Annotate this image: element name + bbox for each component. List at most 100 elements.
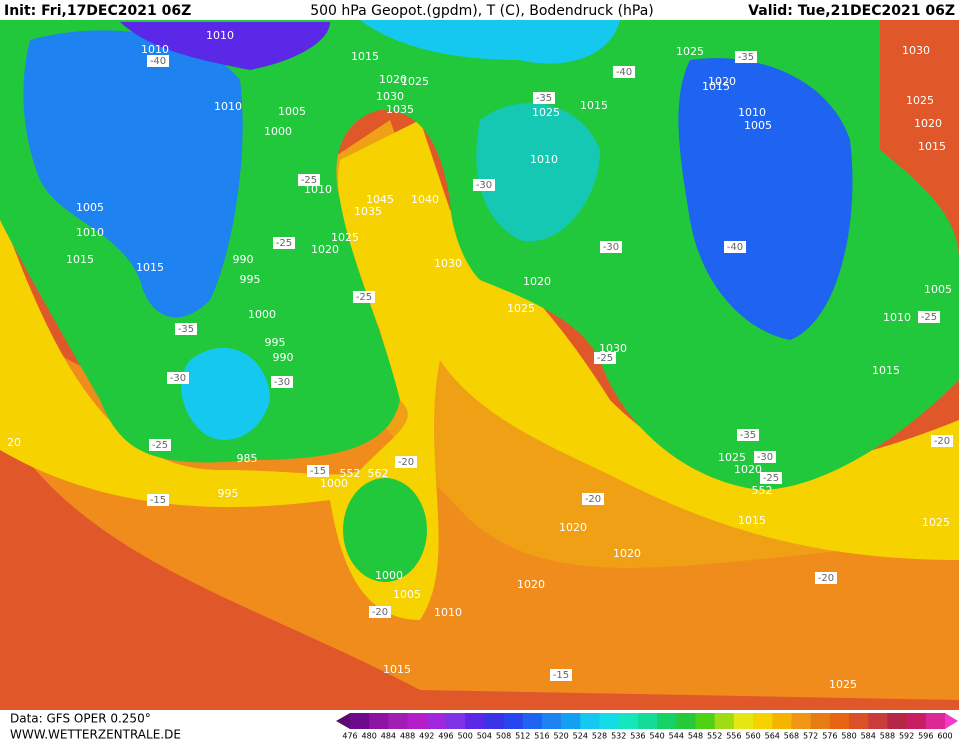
- temperature-label-box: [273, 237, 295, 249]
- temperature-label-box: [931, 435, 953, 447]
- pressure-label: 20: [7, 436, 21, 449]
- legend-segment: [350, 713, 370, 729]
- pressure-label: 1015: [66, 253, 94, 266]
- temperature-label: -35: [536, 93, 552, 104]
- temperature-label: -30: [603, 242, 619, 253]
- pressure-label: 995: [218, 487, 239, 500]
- valid-time: Valid: Tue,21DEC2021 06Z: [748, 3, 955, 19]
- pressure-label: 1010: [141, 43, 169, 56]
- pressure-label: 1010: [530, 153, 558, 166]
- temperature-label-box: [550, 669, 572, 681]
- pressure-label: 1020: [523, 275, 551, 288]
- legend-segment: [561, 713, 581, 729]
- pressure-label: 1025: [922, 516, 950, 529]
- pressure-label: 1010: [76, 226, 104, 239]
- legend-tick-label: 564: [765, 732, 780, 741]
- pressure-label: 995: [265, 336, 286, 349]
- legend-tick-label: 540: [649, 732, 664, 741]
- legend-tick-label: 548: [688, 732, 703, 741]
- pressure-label: 1025: [401, 75, 429, 88]
- temperature-label-box: [724, 241, 746, 253]
- temperature-label: -30: [757, 452, 773, 463]
- temperature-label-box: [473, 179, 495, 191]
- legend-segment: [580, 713, 601, 729]
- pressure-label: 1010: [434, 606, 462, 619]
- temperature-label: -15: [553, 670, 569, 681]
- legend-tick-label: 584: [861, 732, 876, 741]
- pressure-label: 1030: [434, 257, 462, 270]
- legend-segment: [369, 713, 389, 729]
- pressure-label: 1025: [331, 231, 359, 244]
- temperature-label: -20: [818, 573, 834, 584]
- pressure-label: 1025: [532, 106, 560, 119]
- temperature-label: -40: [150, 56, 166, 67]
- legend-segment: [407, 713, 428, 729]
- temperature-label-box: [815, 572, 837, 584]
- temperature-label-box: [175, 323, 197, 335]
- legend-tick-label: 500: [458, 732, 473, 741]
- pressure-label: 1025: [507, 302, 535, 315]
- legend-tick-label: 576: [822, 732, 837, 741]
- legend-tick-label: 580: [841, 732, 856, 741]
- pressure-label: 1010: [214, 100, 242, 113]
- legend-tick-label: 536: [630, 732, 645, 741]
- pressure-label: 1005: [744, 119, 772, 132]
- legend-tick-label: 480: [362, 732, 377, 741]
- legend-segment: [887, 713, 908, 729]
- legend-segment: [445, 713, 466, 729]
- temperature-label: -20: [585, 494, 601, 505]
- pressure-label: 990: [273, 351, 294, 364]
- pressure-label: 1010: [883, 311, 911, 324]
- legend-segment: [388, 713, 409, 729]
- pressure-label: 1000: [375, 569, 403, 582]
- pressure-label: 1020: [708, 75, 736, 88]
- pressure-label: 1015: [351, 50, 379, 63]
- pressure-label: 1015: [136, 261, 164, 274]
- pressure-label: 1000: [248, 308, 276, 321]
- pressure-label: 1015: [918, 140, 946, 153]
- pressure-label: 1020: [311, 243, 339, 256]
- temperature-label: -25: [276, 238, 292, 249]
- temperature-label-box: [369, 606, 391, 618]
- pressure-label: 1020: [517, 578, 545, 591]
- legend-tick-label: 544: [669, 732, 684, 741]
- pressure-label: 1005: [76, 201, 104, 214]
- legend-segment: [714, 713, 735, 729]
- temperature-label: -20: [934, 436, 950, 447]
- pressure-label: 1015: [702, 80, 730, 93]
- temperature-label-box: [582, 493, 604, 505]
- pressure-label: 1025: [829, 678, 857, 691]
- legend-segment: [637, 713, 658, 729]
- pressure-label: 990: [233, 253, 254, 266]
- temperature-label: -15: [310, 466, 326, 477]
- temperature-label: -25: [356, 292, 372, 303]
- legend-arrow-right: [945, 713, 958, 729]
- pressure-label: 1005: [393, 588, 421, 601]
- legend-tick-label: 508: [496, 732, 511, 741]
- temperature-label-box: [353, 291, 375, 303]
- pressure-label: 1020: [613, 547, 641, 560]
- temperature-label-box: [271, 376, 293, 388]
- legend-tick-label: 492: [419, 732, 434, 741]
- legend-segment: [695, 713, 716, 729]
- pressure-label: 1045: [366, 193, 394, 206]
- temperature-label: -30: [476, 180, 492, 191]
- legend-segment: [868, 713, 888, 729]
- legend-tick-label: 488: [400, 732, 415, 741]
- legend-tick-label: 596: [918, 732, 933, 741]
- pressure-label: 1030: [599, 342, 627, 355]
- pressure-label: 1030: [902, 44, 930, 57]
- pressure-label: 1010: [304, 183, 332, 196]
- map-fields: [0, 20, 959, 710]
- temperature-label-box: [737, 429, 759, 441]
- temperature-label: -25: [152, 440, 168, 451]
- temperature-label: -20: [398, 457, 414, 468]
- height-label: 552: [752, 484, 773, 497]
- legend-tick-label: 516: [534, 732, 549, 741]
- pressure-label: 1015: [580, 99, 608, 112]
- temperature-label: -20: [372, 607, 388, 618]
- legend-tick-label: 524: [573, 732, 588, 741]
- pressure-label: 1020: [379, 73, 407, 86]
- pressure-label: 1005: [278, 105, 306, 118]
- legend-tick-label: 560: [745, 732, 760, 741]
